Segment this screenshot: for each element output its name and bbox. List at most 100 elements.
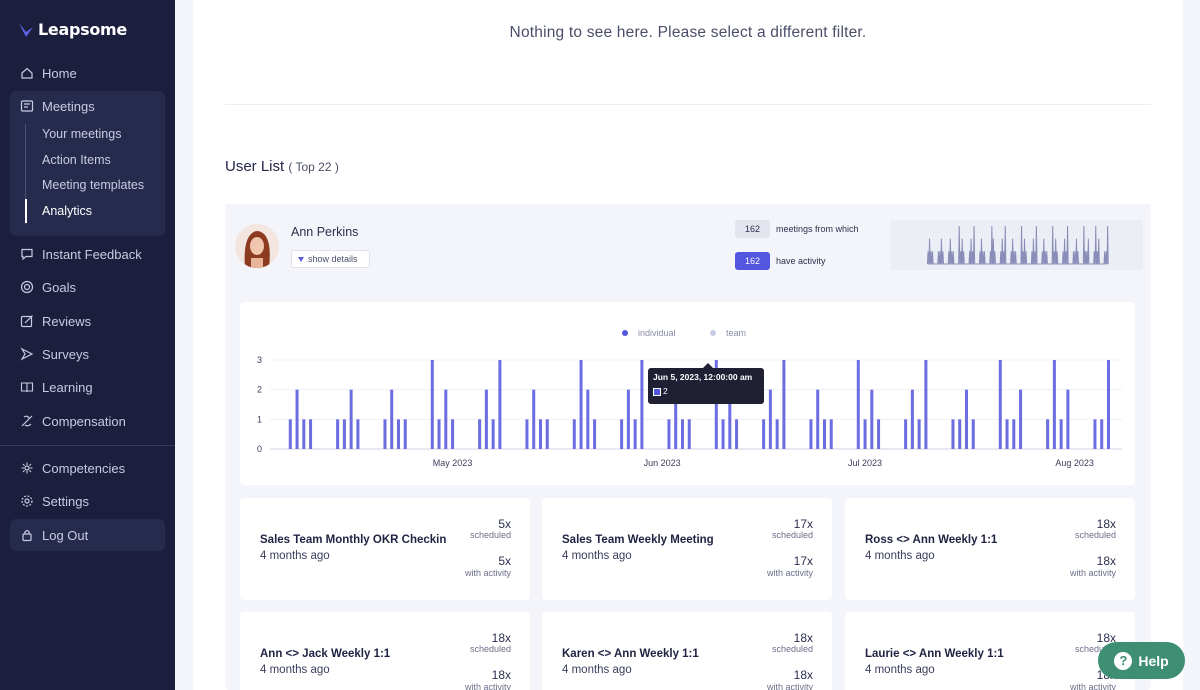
reviews-icon [20,314,34,328]
chart-bar [430,360,434,449]
activity-label: with activity [766,682,813,690]
goals-icon [20,280,34,294]
meeting-time-ago: 4 months ago [562,664,632,676]
sidebar-item-reviews[interactable]: Reviews [10,305,165,337]
chart-bar [403,419,407,449]
chart-bar [951,419,955,449]
chart-bar [998,360,1002,449]
chart-bar [356,419,360,449]
activity-count: 18x [491,668,511,682]
y-tick-label: 0 [257,444,262,454]
meeting-title: Sales Team Weekly Meeting [562,534,714,546]
user-list-title: User List [225,158,285,175]
chart-bar [674,389,678,449]
meeting-card[interactable]: Karen <> Ann Weekly 1:1 4 months ago 18x… [542,612,832,690]
chart-bar [593,419,597,449]
sidebar-item-meetings[interactable]: Meetings [10,90,165,122]
legend-individual[interactable]: individual [622,328,676,338]
chart-bar [667,419,671,449]
chart-bar [538,419,542,449]
chart-bar [1066,389,1070,449]
sidebar-item-competencies[interactable]: Competencies [10,452,165,484]
meeting-card[interactable]: Ross <> Ann Weekly 1:1 4 months ago 18x … [845,498,1135,600]
user-list-count: ( Top 22 ) [288,160,339,174]
chart-bar [342,419,346,449]
sidebar-subitem-your-meetings[interactable]: Your meetings [42,127,122,141]
brand-logo[interactable]: Leapsome [18,20,127,39]
y-tick-label: 3 [257,355,262,365]
meeting-title: Laurie <> Ann Weekly 1:1 [865,648,1004,660]
chart-bar [579,360,583,449]
chart-bar [1093,419,1097,449]
user-list-heading: User List ( Top 22 ) [225,158,339,175]
sidebar: Leapsome Home Meetings Your meetings Act… [0,0,175,690]
competencies-icon [20,461,34,475]
meeting-time-ago: 4 months ago [865,664,935,676]
activity-chart-card: individual team 0 1 2 3 May 2023 Jun 2023 Jul … [240,302,1135,485]
sidebar-divider [0,445,175,446]
chart-bar [782,360,786,449]
show-details-button[interactable]: show details [291,250,370,268]
sidebar-subitem-analytics[interactable]: Analytics [42,204,93,218]
scheduled-label: scheduled [771,644,813,654]
avatar [235,224,279,268]
chart-bar [444,389,448,449]
chart-bar [775,419,779,449]
submenu-active-indicator [25,199,27,223]
leapsome-logo-icon [19,22,33,37]
user-panel: Ann Perkins show details 162 meetings fr… [225,204,1151,690]
chart-bar [586,389,590,449]
sidebar-item-label: Home [42,65,77,81]
sidebar-item-learning[interactable]: Learning [10,371,165,403]
sidebar-item-compensation[interactable]: Compensation [10,405,165,437]
gear-icon [20,494,34,508]
meeting-card[interactable]: Laurie <> Ann Weekly 1:1 4 months ago 18… [845,612,1135,690]
meeting-card[interactable]: Sales Team Weekly Meeting 4 months ago 1… [542,498,832,600]
chart-bar [572,419,576,449]
sidebar-subitem-meeting-templates[interactable]: Meeting templates [42,178,145,192]
user-name[interactable]: Ann Perkins [291,225,359,239]
sidebar-item-label: Settings [42,493,89,509]
activity-count: 5x [498,554,511,568]
activity-count: 18x [793,668,813,682]
sidebar-subitem-action-items[interactable]: Action Items [42,153,111,167]
empty-state-message: Nothing to see here. Please select a dif… [509,24,867,41]
meeting-card[interactable]: Sales Team Monthly OKR Checkin 4 months … [240,498,530,600]
scheduled-label: scheduled [469,530,511,540]
chart-bar [1100,419,1104,449]
meeting-time-ago: 4 months ago [260,550,330,562]
sparkline-svg [926,225,1109,265]
chart-bar [525,419,529,449]
tooltip-swatch [653,387,661,396]
chart-bar [545,419,549,449]
chart-bar [620,419,624,449]
chart-bar [336,419,340,449]
sidebar-item-log-out[interactable]: Log Out [10,519,165,551]
chart-bar [1046,419,1050,449]
help-button[interactable]: ? Help [1098,642,1185,679]
sidebar-item-home[interactable]: Home [10,57,165,89]
sidebar-item-goals[interactable]: Goals [10,271,165,303]
sidebar-item-surveys[interactable]: Surveys [10,338,165,370]
caret-down-icon [298,256,304,262]
sidebar-item-instant-feedback[interactable]: Instant Feedback [10,238,165,270]
chart-bar [1019,389,1023,449]
tooltip-arrow [703,363,713,368]
chart-bar [633,419,637,449]
sparkline-path [926,225,1109,265]
meeting-card[interactable]: Ann <> Jack Weekly 1:1 4 months ago 18x … [240,612,530,690]
chart-bar [491,419,495,449]
sidebar-item-label: Learning [42,379,93,395]
scheduled-label: scheduled [771,530,813,540]
meetings-section [10,91,165,236]
meeting-title: Karen <> Ann Weekly 1:1 [562,648,699,660]
logout-highlight [10,519,165,551]
sidebar-item-label: Log Out [42,527,89,543]
legend-team[interactable]: team [710,328,746,338]
chart-bar [816,389,820,449]
chart-bar [1052,360,1056,449]
sidebar-item-settings[interactable]: Settings [10,485,165,517]
activity-bar-chart: 0 1 2 3 May 2023 Jun 2023 Jul 2023 Aug 2023 [257,355,1122,468]
chart-bar [904,419,908,449]
activity-label: with activity [1069,682,1116,690]
